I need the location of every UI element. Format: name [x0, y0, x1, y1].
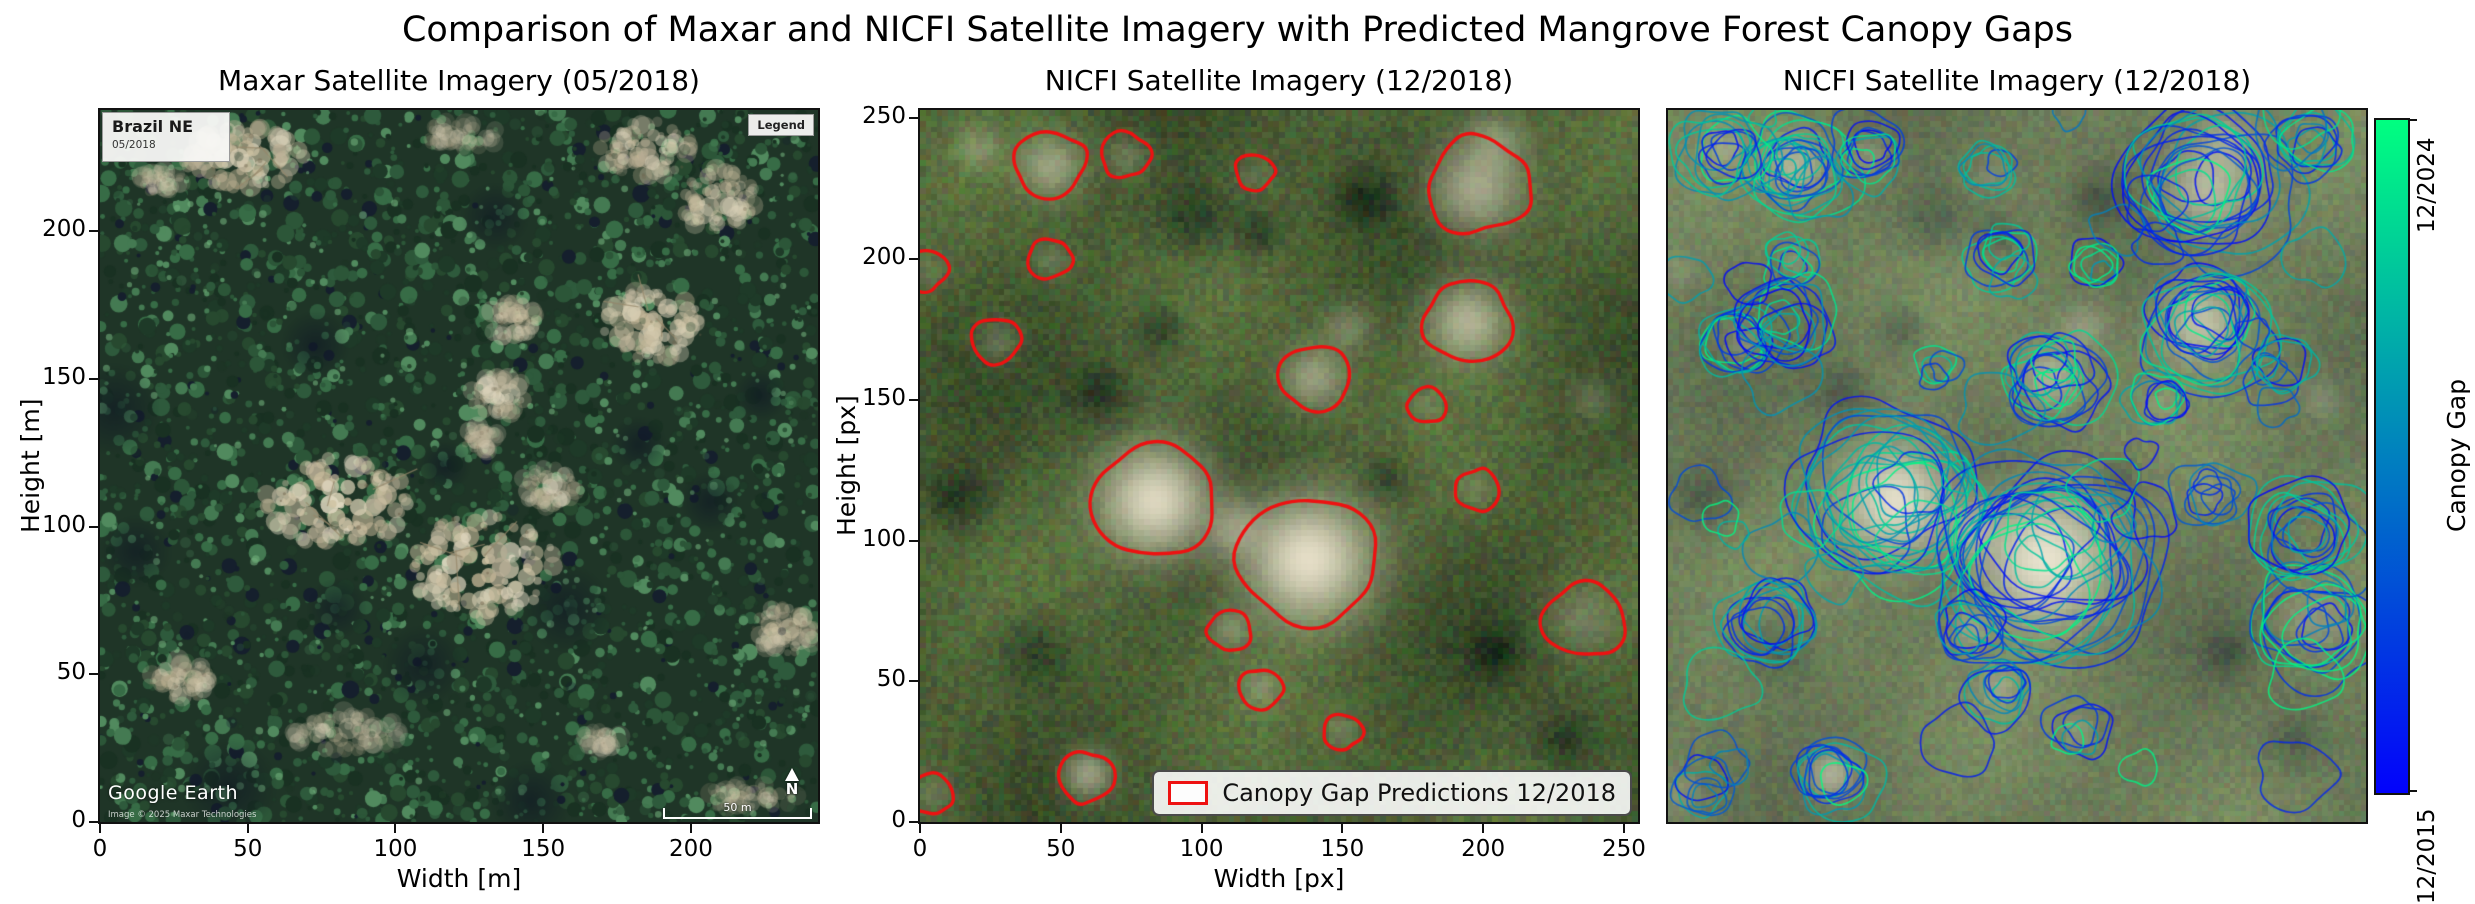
north-arrow-icon [785, 768, 799, 781]
x-tick-label: 150 [521, 836, 566, 862]
scale-bar-label: 50 m [723, 801, 752, 814]
x-tick-label: 50 [1046, 836, 1076, 862]
x-tick-label: 100 [373, 836, 418, 862]
panel2-nicfi-plot: Canopy Gap Predictions 12/2018 [918, 108, 1640, 824]
x-tick-label: 0 [92, 836, 108, 862]
scale-bar: 50 m [663, 801, 812, 819]
panel1-xaxis-label: Width [m] [396, 864, 522, 893]
imagery-copyright: Image © 2025 Maxar Technologies [108, 810, 257, 820]
y-axis-tick [89, 377, 98, 380]
colorbar-bottom-tick [2408, 790, 2417, 792]
y-axis-tick [89, 525, 98, 528]
x-tick-label: 0 [912, 836, 928, 862]
y-axis-tick [909, 117, 918, 120]
colorbar-gradient [2374, 118, 2410, 795]
colorbar-axis-label: Canopy Gap Predictions [2442, 378, 2475, 532]
y-tick-label: 50 [876, 666, 906, 693]
y-axis-tick [89, 673, 98, 676]
y-tick-label: 0 [71, 807, 86, 833]
y-axis-tick [909, 398, 918, 401]
x-axis-tick [1341, 824, 1344, 833]
y-tick-label: 250 [862, 103, 906, 130]
prediction-legend-label: Canopy Gap Predictions 12/2018 [1222, 779, 1616, 807]
x-axis-tick [1482, 824, 1485, 833]
x-axis-tick [1622, 824, 1625, 833]
x-tick-label: 200 [668, 836, 713, 862]
panel2-yaxis-label: Height [px] [832, 395, 861, 537]
x-axis-tick [542, 824, 545, 833]
y-tick-label: 100 [862, 525, 906, 552]
x-tick-label: 100 [1179, 836, 1224, 862]
y-axis-tick [89, 821, 98, 823]
nicfi-image-with-history-contours [1668, 110, 2366, 822]
x-tick-label: 250 [1601, 836, 1646, 862]
x-tick-label: 150 [1320, 836, 1365, 862]
north-arrow: N [781, 768, 803, 797]
nicfi-image-with-predictions [920, 110, 1638, 822]
y-axis-tick [89, 230, 98, 233]
colorbar-max-label: 12/2024 [2414, 137, 2440, 233]
y-axis-tick [909, 680, 918, 683]
region-date: 05/2018 [112, 139, 156, 151]
x-axis-tick [1059, 824, 1062, 833]
y-tick-label: 100 [42, 511, 86, 538]
colorbar-min-label: 12/2015 [2414, 808, 2440, 904]
y-tick-label: 150 [42, 363, 86, 390]
x-axis-tick [919, 824, 921, 833]
panel1-maxar-plot: Brazil NE 05/2018 Legend Google Earth Im… [98, 108, 820, 824]
y-tick-label: 150 [862, 384, 906, 411]
x-axis-tick [99, 824, 101, 833]
panel3-nicfi-history-plot [1666, 108, 2368, 824]
y-axis-tick [909, 258, 918, 261]
maxar-satellite-image [100, 110, 818, 822]
region-name: Brazil NE [112, 117, 194, 136]
y-tick-label: 50 [56, 659, 86, 686]
north-arrow-label: N [785, 780, 799, 798]
maxar-legend-box: Legend [748, 114, 814, 136]
prediction-legend: Canopy Gap Predictions 12/2018 [1152, 770, 1632, 816]
region-inset: Brazil NE 05/2018 [102, 112, 230, 162]
x-axis-tick [246, 824, 249, 833]
x-axis-tick [1200, 824, 1203, 833]
panel2-title: NICFI Satellite Imagery (12/2018) [1044, 64, 1514, 97]
x-axis-tick [394, 824, 397, 833]
legend-red-contour-swatch [1168, 781, 1209, 805]
x-tick-label: 50 [233, 836, 263, 862]
google-earth-credit: Google Earth [108, 782, 238, 804]
figure-title: Comparison of Maxar and NICFI Satellite … [401, 10, 2074, 50]
panel3-title: NICFI Satellite Imagery (12/2018) [1782, 64, 2252, 97]
y-tick-label: 200 [42, 216, 86, 243]
y-tick-label: 200 [862, 244, 906, 271]
y-axis-tick [909, 821, 918, 823]
y-tick-label: 0 [891, 807, 906, 833]
panel2-xaxis-label: Width [px] [1213, 864, 1345, 893]
panel1-title: Maxar Satellite Imagery (05/2018) [218, 64, 700, 97]
x-axis-tick [689, 824, 692, 833]
colorbar-top-tick [2408, 119, 2417, 121]
x-tick-label: 200 [1461, 836, 1506, 862]
y-axis-tick [909, 539, 918, 542]
